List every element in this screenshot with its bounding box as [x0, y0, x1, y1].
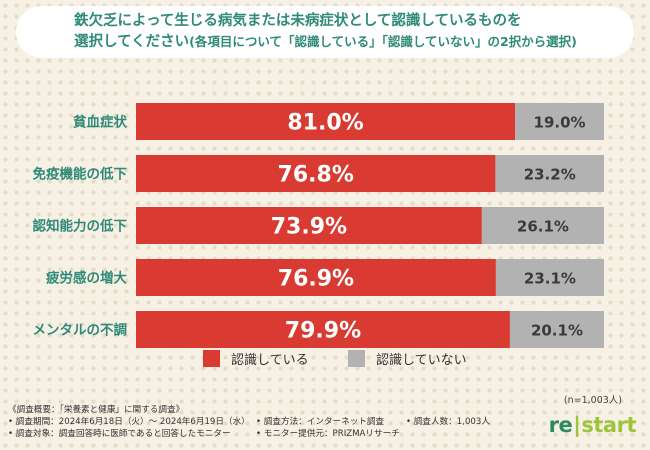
- category-label: 貧血症状: [73, 114, 127, 131]
- footer-provider: • モニター提供元：PRIZMAリサーチ: [256, 429, 400, 439]
- bar-segment-recognized: [136, 207, 482, 244]
- legend-label-not-recognized: 認識していない: [376, 353, 467, 368]
- bar-segment-recognized: [136, 311, 510, 348]
- category-label: メンタルの不調: [33, 322, 128, 339]
- survey-footer: 《調査概要：「栄養素と健康」に関する調査》 • 調査期間：2024年6月18日（…: [8, 404, 490, 440]
- data-label-not-recognized: 23.1%: [524, 270, 576, 288]
- legend-swatch-not-recognized: [348, 350, 365, 367]
- category-label: 認知能力の低下: [33, 218, 128, 235]
- logo-bar: |: [573, 413, 581, 437]
- bar-segment-not-recognized: [495, 259, 604, 296]
- legend-label-recognized: 認識している: [231, 353, 309, 368]
- footer-target: • 調査対象：調査回答時に医師であると回答したモニター: [8, 429, 231, 439]
- chart-title-line2: 選択してください(各項目について「認識している」「認識していない」の2択から選択…: [74, 31, 634, 53]
- chart-title-box: 鉄欠乏によって生じる病気または未病症状として認識しているものを 選択してください…: [16, 6, 634, 58]
- bar-segment-not-recognized: [481, 207, 604, 244]
- data-label-recognized: 76.8%: [278, 163, 354, 188]
- bar-segment-not-recognized: [515, 103, 604, 140]
- footer-summary: 《調査概要：「栄養素と健康」に関する調査》: [8, 405, 185, 415]
- data-label-recognized: 73.9%: [271, 215, 347, 240]
- data-label-recognized: 79.9%: [285, 319, 361, 344]
- logo-start: start: [581, 413, 636, 437]
- data-label-not-recognized: 20.1%: [531, 322, 583, 340]
- footer-period: • 調査期間：2024年6月18日（火）～ 2024年6月19日（水）: [8, 417, 250, 427]
- restart-logo: re | start: [548, 413, 637, 437]
- chart-title-line1: 鉄欠乏によって生じる病気または未病症状として認識しているものを: [74, 13, 522, 29]
- data-label-not-recognized: 26.1%: [517, 218, 569, 236]
- bar-segment-recognized: [136, 259, 496, 296]
- category-label: 免疫機能の低下: [33, 166, 128, 183]
- bar-segment-not-recognized: [495, 155, 604, 192]
- legend-item-recognized: 認識している: [203, 349, 309, 368]
- chart-title-line2-main: 選択してください: [74, 34, 190, 50]
- chart-title-line2-sub: (各項目について「認識している」「認識していない」の2択から選択): [189, 34, 577, 49]
- data-label-recognized: 81.0%: [287, 111, 363, 136]
- legend-swatch-recognized: [203, 350, 220, 367]
- bar-segment-not-recognized: [509, 311, 604, 348]
- footer-method: • 調査方法：インターネット調査: [256, 417, 385, 427]
- logo-re: re: [548, 413, 573, 437]
- category-label: 疲労感の増大: [46, 270, 127, 287]
- footer-count: • 調査人数：1,003人: [406, 417, 490, 427]
- bar-segment-recognized: [136, 155, 496, 192]
- legend-item-not-recognized: 認識していない: [348, 349, 467, 368]
- bar-segment-recognized: [136, 103, 516, 140]
- data-label-recognized: 76.9%: [278, 267, 354, 292]
- data-label-not-recognized: 23.2%: [524, 166, 576, 184]
- sample-size-note: (n=1,003人): [563, 395, 622, 406]
- data-label-not-recognized: 19.0%: [534, 114, 586, 132]
